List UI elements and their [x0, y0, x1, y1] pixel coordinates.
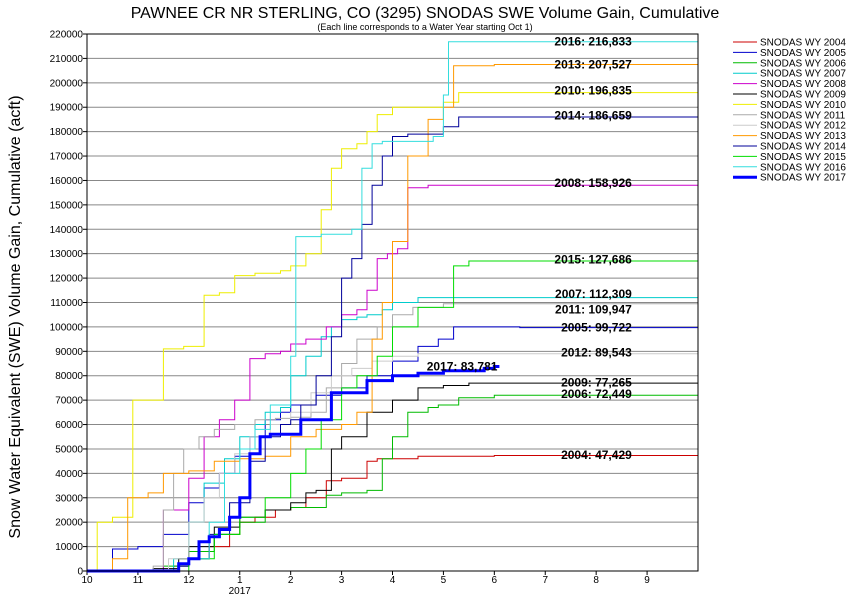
legend-entry: SNODAS WY 2005 — [760, 48, 846, 59]
y-tick-label: 220000 — [50, 30, 84, 41]
x-tick-label: 3 — [339, 575, 345, 586]
y-tick-label: 80000 — [55, 371, 83, 382]
legend-entry: SNODAS WY 2009 — [760, 90, 846, 101]
legend-entry: SNODAS WY 2014 — [760, 142, 846, 153]
x-tick-label: 6 — [492, 575, 498, 586]
y-tick-label: 190000 — [50, 103, 84, 114]
y-tick-label: 40000 — [55, 469, 83, 480]
end-label: 2013: 207,527 — [554, 57, 632, 71]
end-label: 2004: 47,429 — [561, 448, 632, 462]
x-tick-label: 5 — [441, 575, 447, 586]
y-tick-label: 90000 — [55, 347, 83, 358]
y-tick-label: 110000 — [50, 298, 83, 309]
y-tick-label: 160000 — [50, 176, 84, 187]
y-tick-label: 180000 — [50, 127, 84, 138]
series-line-6 — [87, 382, 698, 571]
series-line-1 — [87, 455, 698, 571]
y-axis-label: Snow Water Equivalent (SWE) Volume Gain,… — [7, 95, 24, 538]
end-label: 2005: 99,722 — [561, 321, 632, 335]
y-tick-label: 70000 — [55, 396, 83, 407]
y-tick-label: 200000 — [50, 78, 84, 89]
x-tick-label: 10 — [81, 575, 93, 586]
series-line-3 — [87, 394, 698, 571]
end-label: 2015: 127,686 — [554, 252, 632, 266]
legend-entry: SNODAS WY 2007 — [760, 69, 846, 80]
x-tick-label: 2 — [288, 575, 294, 586]
end-label: 2014: 186,659 — [554, 108, 632, 122]
end-label: 2008: 158,926 — [554, 176, 632, 190]
legend-entry: SNODAS WY 2010 — [760, 100, 846, 111]
end-label: 2016: 216,833 — [554, 35, 632, 49]
y-tick-label: 210000 — [50, 54, 84, 65]
x-tick-label: 4 — [390, 575, 396, 586]
y-axis: 0100002000030000400005000060000700008000… — [50, 30, 87, 578]
legend-entry: SNODAS WY 2012 — [760, 121, 846, 132]
end-label: 2011: 109,947 — [555, 303, 632, 317]
y-tick-label: 150000 — [50, 200, 84, 211]
y-tick-label: 170000 — [50, 152, 84, 163]
y-tick-label: 100000 — [50, 322, 84, 333]
chart-title: PAWNEE CR NR STERLING, CO (3295) SNODAS … — [131, 5, 720, 22]
legend-entry: SNODAS WY 2011 — [760, 110, 846, 121]
end-label: 2017: 83,781 — [427, 359, 498, 373]
x-year-label: 2017 — [229, 586, 252, 597]
end-label: 2007: 112,309 — [555, 287, 632, 301]
x-tick-label: 11 — [133, 575, 144, 586]
x-axis: 10 11 12 1 2 3 4 5 6 7 8 9 — [81, 571, 650, 586]
y-tick-label: 120000 — [50, 274, 84, 285]
legend-entry: SNODAS WY 2017 — [760, 173, 846, 184]
series-line-14 — [87, 367, 499, 572]
legend-entry: SNODAS WY 2013 — [760, 131, 846, 142]
y-tick-label: 60000 — [55, 420, 83, 431]
end-label: 2010: 196,835 — [554, 84, 632, 98]
x-tick-label: 9 — [644, 575, 650, 586]
legend-entry: SNODAS WY 2008 — [760, 79, 846, 90]
y-tick-label: 30000 — [55, 493, 83, 504]
y-tick-label: 50000 — [55, 444, 83, 455]
legend-entry: SNODAS WY 2006 — [760, 58, 846, 69]
end-label: 2009: 77,265 — [561, 375, 632, 389]
x-tick-label: 1 — [237, 575, 243, 586]
y-tick-label: 10000 — [55, 542, 83, 553]
y-tick-label: 140000 — [50, 225, 84, 236]
end-label: 2012: 89,543 — [561, 345, 632, 359]
chart-subtitle: (Each line corresponds to a Water Year s… — [317, 22, 532, 32]
x-tick-label: 8 — [593, 575, 599, 586]
y-tick-label: 130000 — [50, 249, 84, 260]
legend-entry: SNODAS WY 2015 — [760, 152, 846, 163]
legend-entry: SNODAS WY 2004 — [760, 38, 846, 49]
x-tick-label: 12 — [183, 575, 195, 586]
x-tick-label: 7 — [542, 575, 548, 586]
legend-entry: SNODAS WY 2016 — [760, 162, 846, 173]
y-tick-label: 20000 — [55, 518, 83, 529]
